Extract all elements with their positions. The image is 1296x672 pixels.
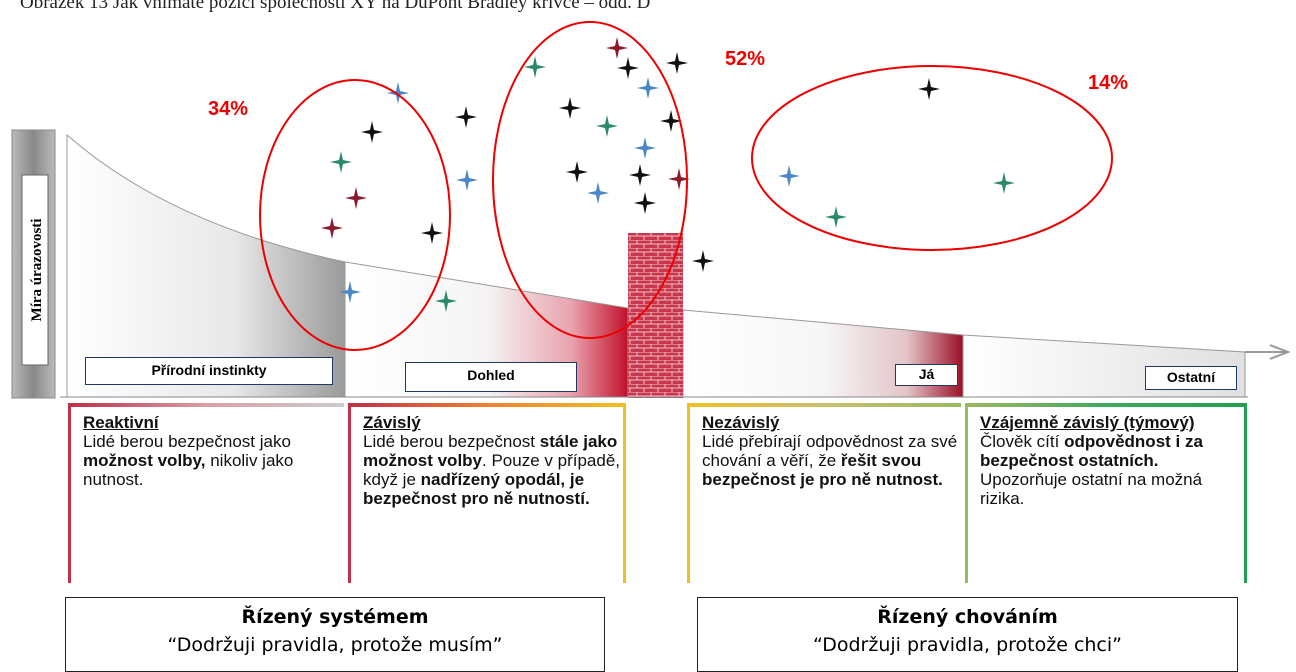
group-share: 14% [1088, 72, 1128, 94]
stage-title: Reaktivní [83, 413, 344, 432]
star [606, 37, 628, 59]
star [666, 52, 688, 74]
star [918, 78, 940, 100]
star [361, 121, 383, 143]
stage-text: Člověk cítí odpovědnost i za bezpečnost … [980, 432, 1244, 508]
star [587, 182, 609, 204]
summary-quote: “Dodržuji pravidla, protože musím” [66, 634, 604, 656]
phase-label: Já [895, 364, 958, 386]
star [993, 172, 1015, 194]
star [637, 77, 659, 99]
star [421, 222, 443, 244]
summary-box: Řízený systémem “Dodržuji pravidla, proto… [65, 597, 605, 672]
text-segment: Člověk cítí [980, 432, 1064, 451]
star [825, 206, 847, 228]
phase-label: Dohled [405, 362, 577, 392]
summary-title: Řízený systémem [66, 606, 604, 628]
summary-quote: “Dodržuji pravidla, protože chci” [698, 634, 1237, 656]
stage-text: Lidé berou bezpečnost jako možnost volby… [83, 432, 344, 489]
stage-card: Vzájemně závislý (týmový)Člověk cítí odp… [965, 403, 1247, 583]
axis-label: Míra úrazovosti [29, 219, 45, 322]
star [596, 115, 618, 137]
group-share: 52% [725, 48, 765, 70]
star [455, 106, 477, 128]
group-ellipse [752, 66, 1112, 250]
star [330, 151, 352, 173]
star [566, 161, 588, 183]
stage-title: Nezávislý [702, 413, 961, 432]
star [629, 164, 651, 186]
star [345, 187, 367, 209]
phase-label: Přírodní instinkty [85, 357, 333, 385]
star [634, 137, 656, 159]
star [692, 250, 714, 272]
group-share: 34% [208, 98, 248, 120]
text-segment: Lidé berou bezpečnost [363, 432, 540, 451]
text-segment: možnost volby, [83, 451, 205, 470]
caption: Obrázek 13 Jak vnímáte pozici společnost… [20, 0, 650, 13]
star [634, 192, 656, 214]
star [559, 97, 581, 119]
summary-title: Řízený chováním [698, 606, 1237, 628]
star [321, 217, 343, 239]
stage-text: Lidé berou bezpečnost stále jako možnost… [363, 432, 623, 508]
stage-text: Lidé přebírají odpovědnost za své chován… [702, 432, 961, 489]
summary-box: Řízený chováním “Dodržuji pravidla, proto… [697, 597, 1238, 672]
star [456, 169, 478, 191]
star [778, 165, 800, 187]
phase-label: Ostatní [1145, 366, 1237, 390]
stage-title: Vzájemně závislý (týmový) [980, 413, 1244, 432]
text-segment: Lidé berou bezpečnost jako [83, 432, 296, 451]
page: Obrázek 13 Jak vnímáte pozici společnost… [0, 0, 1296, 666]
star [617, 57, 639, 79]
stage-title: Závislý [363, 413, 623, 432]
